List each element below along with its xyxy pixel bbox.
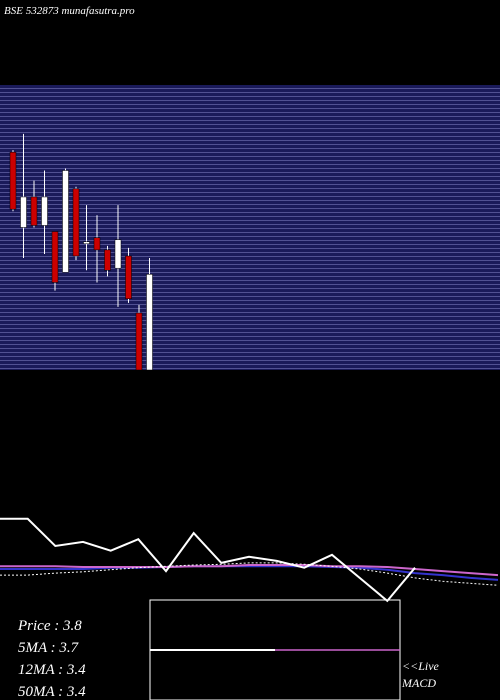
stat-label: 5MA : 3.7 (18, 640, 80, 656)
indicator-line (0, 517, 416, 603)
stat-label: 50MA : 3.4 (18, 684, 86, 700)
candle-body (30, 196, 38, 226)
stat-label: Price : 3.8 (17, 618, 82, 634)
candle-body (72, 188, 80, 257)
indicator-line (0, 565, 499, 581)
price-panel (0, 85, 500, 370)
stat-label: 12MA : 3.4 (18, 662, 86, 678)
candle-body (20, 196, 27, 228)
candle-body (93, 237, 101, 251)
candle-body (41, 196, 48, 226)
candle-body (114, 239, 122, 269)
candle-body (9, 151, 17, 210)
chart-title: BSE 532873 munafasutra.pro (4, 5, 135, 17)
candle-body (125, 255, 132, 299)
macd-label: <<Live (402, 659, 440, 673)
candle-body (62, 170, 69, 273)
candle-body (135, 312, 143, 371)
candle-body (104, 249, 111, 271)
candle-body (146, 274, 153, 371)
indicator-line (0, 562, 499, 586)
candle-body (83, 241, 90, 245)
candle-body (51, 231, 59, 283)
macd-label: MACD (401, 676, 436, 690)
